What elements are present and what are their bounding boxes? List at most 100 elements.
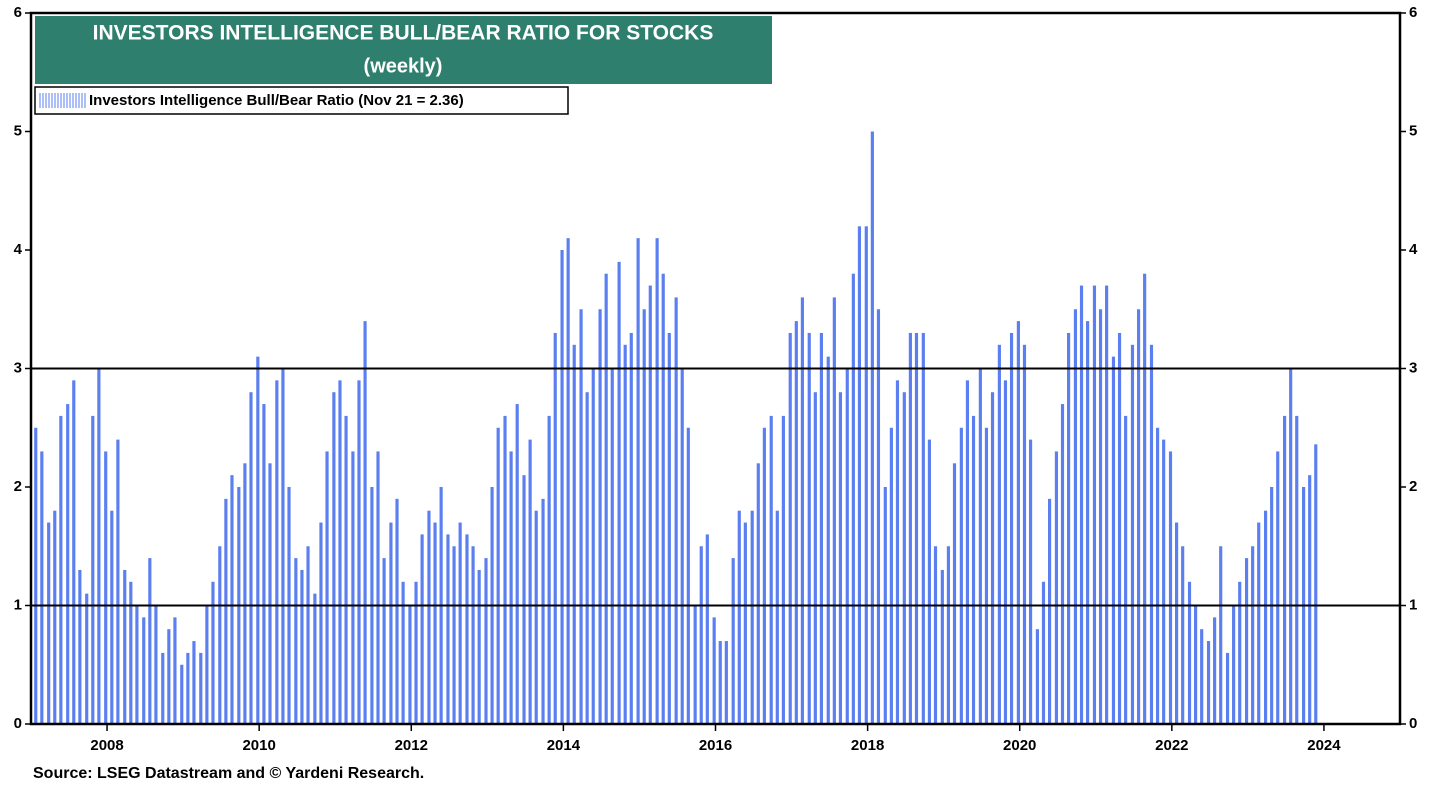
bar <box>965 380 970 724</box>
bar <box>496 427 500 724</box>
bar <box>971 415 976 724</box>
bar <box>642 309 646 724</box>
bar <box>515 404 519 724</box>
bar <box>1136 309 1141 724</box>
bar <box>294 558 298 724</box>
bar <box>389 522 393 724</box>
bar <box>211 581 215 724</box>
bar <box>1124 415 1128 724</box>
bar <box>91 415 95 724</box>
bar <box>129 581 133 724</box>
bar <box>693 605 697 724</box>
bar <box>1060 404 1065 724</box>
bar <box>940 569 944 724</box>
x-tick-label: 2020 <box>1003 737 1036 754</box>
y-tick-label: 4 <box>14 241 23 258</box>
bar <box>243 463 247 724</box>
bar <box>623 344 627 724</box>
bar <box>192 641 196 724</box>
bar <box>1175 522 1179 724</box>
bar <box>357 380 361 724</box>
y2-tick-label: 4 <box>1409 241 1418 258</box>
bar <box>34 427 38 724</box>
bar <box>224 498 228 724</box>
bar <box>819 332 823 724</box>
bar <box>528 439 532 724</box>
bar <box>275 380 279 724</box>
bar <box>541 498 545 724</box>
bar <box>978 368 982 724</box>
bar <box>686 427 690 724</box>
y2-tick-label: 6 <box>1409 4 1417 21</box>
bar <box>959 427 963 724</box>
bar <box>807 332 811 724</box>
bar <box>1117 332 1122 724</box>
bar <box>1079 285 1084 724</box>
y2-tick-label: 2 <box>1409 478 1417 495</box>
x-tick-label: 2024 <box>1307 737 1341 754</box>
y2-tick-label: 0 <box>1409 715 1417 732</box>
x-tick-label: 2016 <box>699 737 732 754</box>
bar <box>1155 427 1160 724</box>
bar <box>1073 309 1078 724</box>
bar <box>1098 309 1103 724</box>
bar <box>997 344 1001 724</box>
plot-frame <box>29 11 1402 726</box>
bar <box>1168 451 1173 724</box>
bar <box>414 581 418 724</box>
y-tick-label: 5 <box>14 122 22 139</box>
bar <box>395 498 399 724</box>
bar <box>363 321 367 724</box>
bar <box>1016 321 1020 724</box>
bar <box>522 475 526 724</box>
x-tick-label: 2014 <box>547 737 581 754</box>
bar <box>351 451 355 724</box>
bar <box>1086 321 1090 724</box>
bar <box>908 332 912 724</box>
bar <box>218 546 222 724</box>
bar <box>737 510 741 724</box>
y-tick-label: 6 <box>14 4 22 21</box>
bar <box>116 439 120 724</box>
bar <box>306 546 310 724</box>
bar <box>376 451 380 724</box>
bar <box>1067 332 1071 724</box>
bar <box>895 380 900 724</box>
bar <box>85 593 89 724</box>
bar <box>401 581 405 724</box>
bar <box>553 332 557 724</box>
bar <box>952 463 957 724</box>
bar <box>1213 617 1217 724</box>
bar <box>1283 415 1287 724</box>
bar <box>281 368 285 724</box>
y-tick-label: 0 <box>14 715 22 732</box>
bar <box>148 558 152 724</box>
bar <box>781 415 785 724</box>
bar <box>135 605 139 724</box>
bar <box>591 368 595 724</box>
bar <box>123 569 127 724</box>
bar <box>636 238 640 724</box>
bar <box>300 569 304 724</box>
bar <box>705 534 709 724</box>
bar <box>154 605 158 724</box>
bar <box>1194 605 1198 724</box>
bar <box>408 605 412 724</box>
bar <box>629 332 633 724</box>
bar <box>1181 546 1185 724</box>
x-tick-label: 2012 <box>395 737 428 754</box>
bar <box>509 451 513 724</box>
source: Source: LSEG Datastream and © Yardeni Re… <box>33 765 424 782</box>
y-tick-label: 1 <box>14 596 22 613</box>
bar <box>933 546 938 724</box>
bar <box>1200 629 1204 724</box>
bar <box>40 451 44 724</box>
bar <box>921 332 925 724</box>
bar <box>325 451 329 724</box>
bar <box>788 332 792 724</box>
bar <box>268 463 272 724</box>
bar <box>1225 652 1230 724</box>
bar <box>1295 415 1299 724</box>
bar <box>452 546 456 724</box>
bar <box>471 546 475 724</box>
